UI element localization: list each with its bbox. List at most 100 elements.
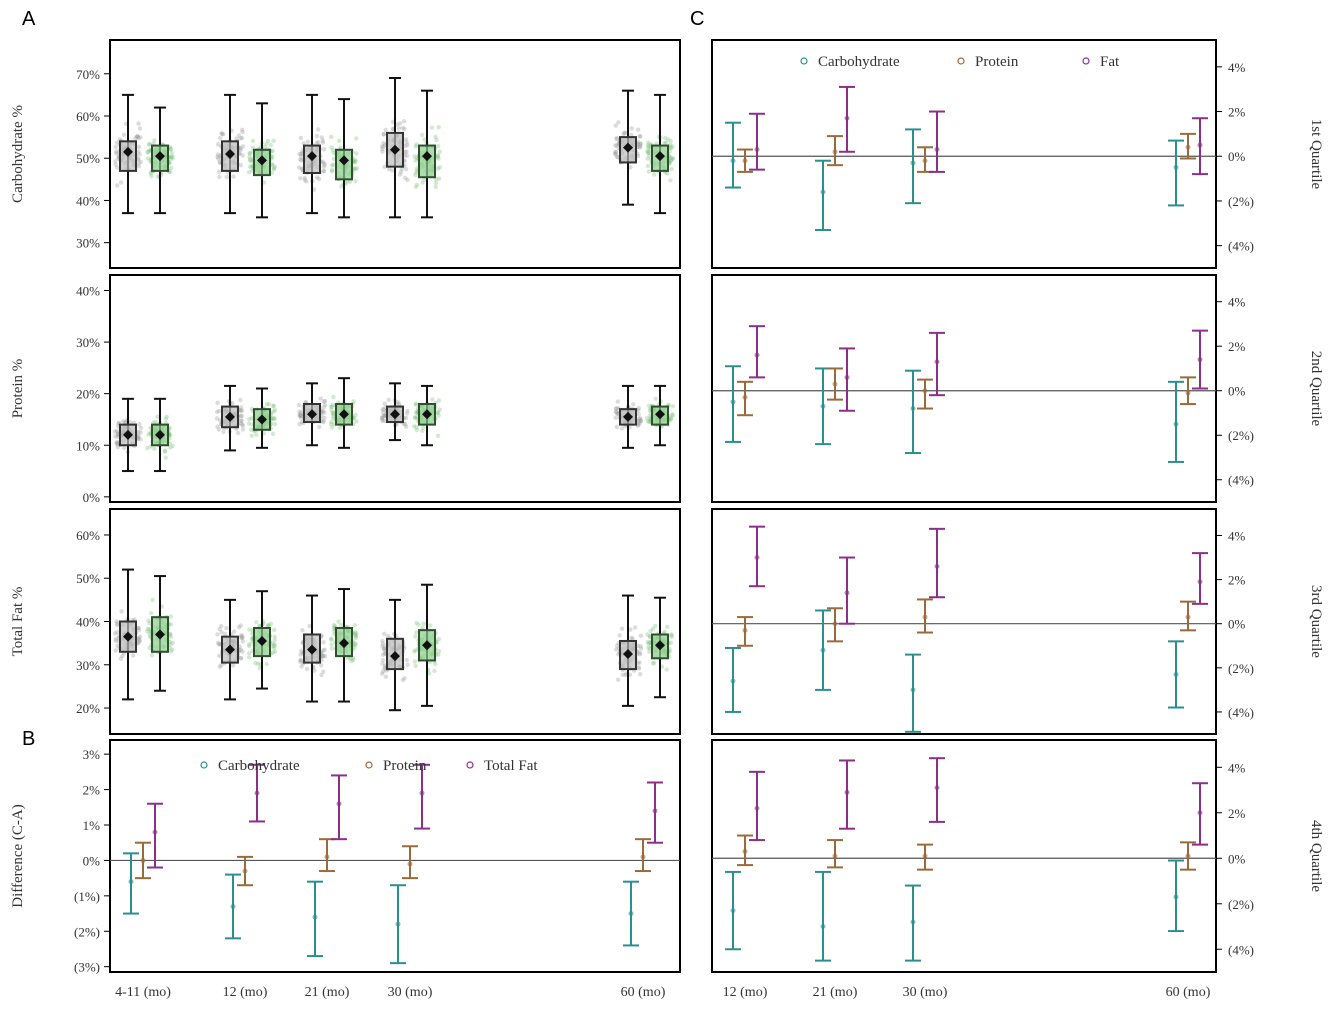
jitter-point <box>268 142 273 148</box>
jitter-point <box>224 626 229 631</box>
jitter-point <box>386 397 391 402</box>
estimate-point <box>832 149 838 155</box>
y-tick-label: 30% <box>76 658 100 673</box>
quartile-label: 2nd Quartile <box>1308 351 1324 427</box>
jitter-point <box>219 623 224 629</box>
jitter-point <box>168 634 174 639</box>
jitter-point <box>628 165 633 170</box>
jitter-point <box>413 410 419 415</box>
jitter-point <box>264 402 269 407</box>
legend-marker <box>957 57 965 65</box>
jitter-point <box>214 409 220 415</box>
jitter-point <box>402 676 407 681</box>
estimate-point <box>140 857 146 863</box>
jitter-point <box>118 656 124 661</box>
jitter-point <box>347 179 353 184</box>
jitter-point <box>222 631 228 637</box>
estimate-point <box>832 381 838 387</box>
jitter-point <box>629 635 634 640</box>
jitter-point <box>322 162 327 167</box>
x-tick-label: 21 (mo) <box>305 985 350 1000</box>
y-tick-label: 0% <box>1228 851 1246 866</box>
jitter-point <box>114 619 119 624</box>
jitter-point <box>272 421 278 427</box>
jitter-point <box>122 445 127 451</box>
panel-frame <box>711 274 1217 503</box>
jitter-point <box>272 649 278 654</box>
jitter-point <box>404 411 410 416</box>
jitter-point <box>168 642 173 647</box>
jitter-point <box>137 152 142 157</box>
jitter-point <box>321 164 326 169</box>
jitter-point <box>669 166 674 172</box>
jitter-point <box>217 627 222 632</box>
y-tick-label: 0% <box>1228 149 1246 164</box>
jitter-point <box>146 432 151 437</box>
jitter-point <box>382 631 387 636</box>
quartile-label: 4th Quartile <box>1308 820 1324 892</box>
jitter-point <box>620 672 625 677</box>
jitter-point <box>238 136 243 141</box>
jitter-point <box>339 622 344 628</box>
jitter-point <box>636 408 641 413</box>
jitter-point <box>421 621 426 626</box>
jitter-point <box>136 144 142 150</box>
jitter-point <box>434 137 439 143</box>
jitter-point <box>664 667 669 672</box>
jitter-point <box>298 410 303 416</box>
jitter-point <box>646 144 651 149</box>
estimate-point <box>230 903 236 909</box>
jitter-point <box>316 127 321 132</box>
estimate-point <box>742 848 748 854</box>
jitter-point <box>617 633 622 638</box>
x-tick-label: 21 (mo) <box>813 985 858 1000</box>
jitter-point <box>644 416 650 421</box>
jitter-point <box>217 174 222 180</box>
jitter-point <box>121 419 126 424</box>
jitter-point <box>665 171 670 176</box>
jitter-point <box>638 141 643 146</box>
jitter-point <box>113 159 118 164</box>
jitter-point <box>647 419 652 425</box>
jitter-point <box>414 630 419 635</box>
y-tick-label: 2% <box>1228 573 1246 588</box>
y-tick-label: (2%) <box>74 924 100 939</box>
jitter-point <box>645 639 650 645</box>
jitter-point <box>320 138 325 143</box>
jitter-point <box>239 135 245 141</box>
jitter-point <box>668 138 673 143</box>
jitter-point <box>637 652 643 657</box>
jitter-point <box>435 410 440 415</box>
box <box>418 144 436 179</box>
panel-frame <box>109 274 681 503</box>
jitter-point <box>271 403 276 408</box>
jitter-point <box>302 177 307 183</box>
jitter-point <box>298 413 304 418</box>
legend-marker <box>365 761 373 769</box>
jitter-point <box>297 413 302 419</box>
jitter-point <box>647 413 652 419</box>
estimate-point <box>1185 853 1191 859</box>
jitter-point <box>616 120 621 125</box>
jitter-point <box>113 144 118 149</box>
y-tick-label: 2% <box>1228 339 1246 354</box>
estimate-point <box>324 854 330 860</box>
jitter-point <box>414 402 419 407</box>
jitter-point <box>168 445 173 450</box>
jitter-point <box>405 177 410 183</box>
y-tick-label: 30% <box>76 335 100 350</box>
jitter-point <box>632 625 638 630</box>
jitter-point <box>646 645 651 650</box>
x-tick-label: 30 (mo) <box>903 985 948 1000</box>
jitter-point <box>435 166 441 171</box>
jitter-point <box>247 627 252 632</box>
jitter-point <box>296 165 302 170</box>
jitter-point <box>169 154 174 160</box>
jitter-point <box>414 142 419 147</box>
jitter-point <box>236 133 242 138</box>
estimate-point <box>128 879 134 885</box>
jitter-point <box>614 409 619 415</box>
estimate-point <box>1173 894 1179 900</box>
jitter-point <box>402 126 407 132</box>
